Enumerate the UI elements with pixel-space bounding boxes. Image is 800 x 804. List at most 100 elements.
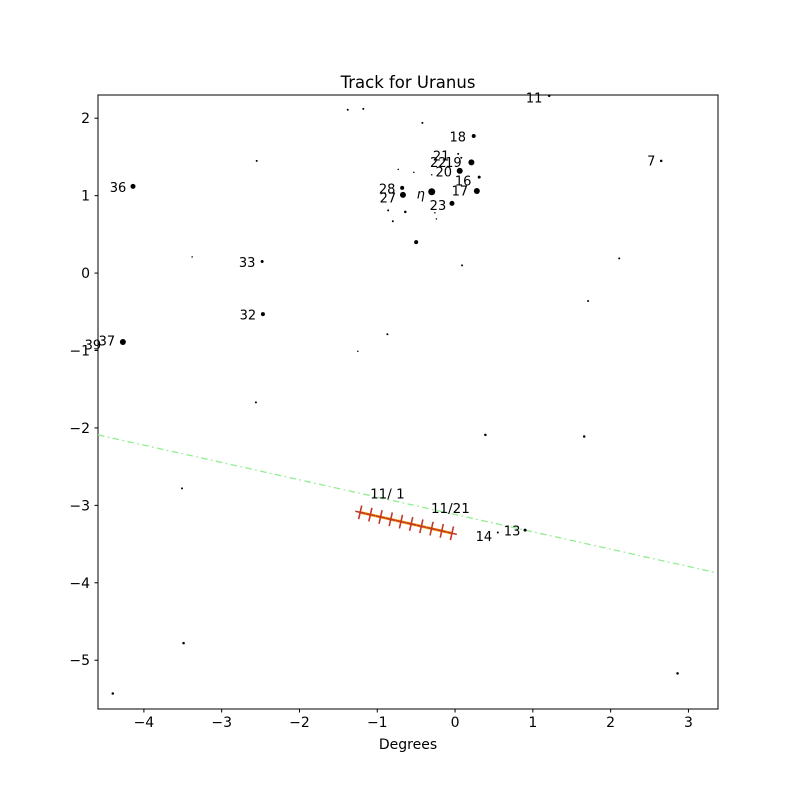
track-tick-bar (395, 519, 407, 524)
track-date-tick (385, 512, 396, 527)
x-tick-label: 0 (451, 715, 460, 731)
star-dot (421, 121, 424, 124)
star-label-39: 39 (85, 338, 102, 353)
star-label-13: 13 (504, 525, 521, 540)
star-label-16: 16 (455, 175, 472, 190)
star-dot-27 (399, 191, 406, 198)
track-tick-bar (355, 510, 366, 515)
track-tick-bar (365, 512, 376, 517)
star-label-η: η (417, 187, 425, 202)
y-tick-label: −1 (69, 344, 90, 360)
star-dot-28 (400, 185, 405, 190)
star-label-18: 18 (449, 131, 466, 146)
star-dot (430, 174, 433, 176)
star-dot (404, 210, 407, 214)
uranus-track-line (359, 510, 453, 535)
x-tick-label: −3 (211, 715, 232, 731)
track-tick-bar (406, 522, 417, 526)
y-axis: 2 1 0 −1 −2 −3 −4 −5 (69, 111, 98, 669)
star-dot-19 (468, 159, 475, 166)
track-tick-bar (436, 529, 447, 533)
star-dot-23 (449, 200, 455, 206)
star-dot (357, 350, 359, 353)
track-date-tick (416, 519, 427, 534)
star-label-20: 20 (435, 165, 452, 180)
star-dot-16 (477, 175, 481, 179)
star-dot (434, 211, 436, 214)
star-dot (182, 641, 185, 645)
star-dot-22 (460, 156, 463, 159)
ecliptic-line (97, 434, 717, 574)
star-dot (461, 264, 464, 267)
star-label-37: 37 (99, 334, 116, 349)
x-axis: −4 −3 −2 −1 0 1 2 3 (134, 709, 693, 731)
star-label-11: 11 (526, 91, 543, 106)
x-tick-label: −4 (134, 715, 155, 731)
star-dot-36 (130, 183, 136, 189)
star-label-7: 7 (647, 154, 655, 169)
star-label-36: 36 (110, 181, 127, 196)
star-dot (111, 692, 115, 695)
star-dot-17 (473, 188, 480, 195)
star-label-33: 33 (239, 256, 256, 271)
x-tick-label: −1 (367, 715, 388, 731)
star-dot (346, 108, 349, 111)
star-label-17: 17 (452, 185, 469, 200)
x-tick-label: 3 (684, 715, 693, 731)
star-dot-7 (659, 159, 663, 163)
star-dot (255, 159, 258, 162)
star-dot-20 (456, 167, 463, 174)
star-dot (387, 209, 390, 212)
star-dot (587, 299, 590, 302)
star-dot (435, 218, 438, 220)
track-tick-bar (375, 515, 386, 519)
y-tick-label: 1 (81, 189, 90, 205)
star-dot (362, 107, 365, 110)
x-tick-label: 1 (528, 715, 537, 731)
track-date-tick (375, 509, 386, 524)
x-tick-label: −2 (289, 715, 310, 731)
star-dot (386, 333, 389, 336)
track-date-tick (406, 516, 417, 531)
y-tick-label: −5 (69, 653, 90, 669)
track-date-label: 11/ 1 (370, 486, 405, 502)
track-tick-bar (385, 517, 396, 522)
axes-frame (97, 94, 719, 710)
y-tick-label: −2 (69, 421, 90, 437)
star-dot-32 (260, 312, 265, 317)
star-label-23: 23 (430, 199, 447, 214)
star-dot (397, 168, 400, 171)
plot-title: Track for Uranus (340, 73, 476, 92)
track-date-label: 11/21 (431, 501, 470, 517)
star-dot-14 (496, 531, 499, 534)
track-date-tick (355, 505, 366, 520)
track-date-tick (436, 523, 447, 538)
star-dot-21 (457, 152, 460, 155)
track-tick-bar (426, 526, 437, 531)
star-label-21: 21 (433, 149, 450, 164)
y-tick-label: −3 (69, 498, 90, 514)
star-label-27: 27 (380, 191, 397, 206)
star-label-22: 22 (430, 156, 447, 171)
star-dot (413, 171, 415, 174)
track-tick-bar (416, 524, 427, 529)
track-tick-bar (446, 531, 458, 536)
star-dot (414, 240, 419, 245)
star-dot-13 (523, 528, 527, 532)
star-dot (484, 433, 487, 437)
star-label-19: 19 (445, 156, 462, 171)
star-dot-37 (119, 338, 126, 345)
star-dot-11 (547, 94, 551, 98)
x-axis-label: Degrees (379, 737, 437, 753)
star-label-32: 32 (240, 309, 257, 324)
star-dot (391, 220, 394, 223)
star-dot (254, 401, 257, 404)
track-date-tick (395, 514, 407, 529)
star-dot-33 (260, 259, 264, 263)
star-dot (582, 435, 586, 438)
track-date-tick (446, 526, 458, 541)
x-tick-label: 2 (606, 715, 615, 731)
